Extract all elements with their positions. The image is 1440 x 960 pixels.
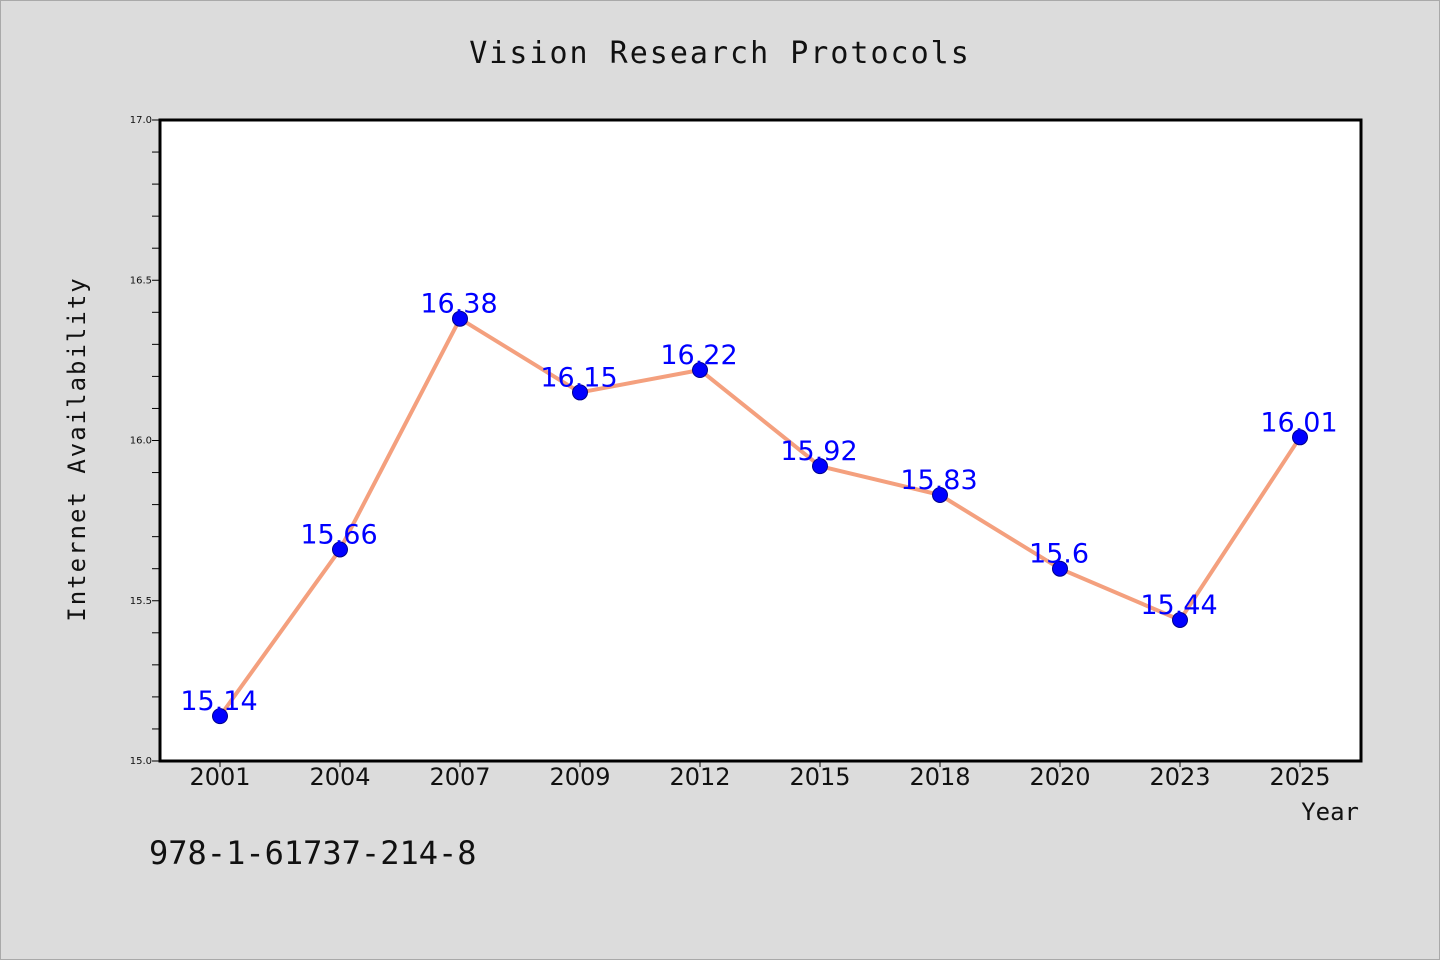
plot-border — [158, 118, 1363, 763]
data-point — [1052, 560, 1068, 577]
data-label: 15.66 — [300, 519, 377, 550]
data-label: 15.6 — [1029, 539, 1089, 570]
data-point — [452, 310, 468, 327]
data-label: 15.44 — [1140, 590, 1217, 621]
x-tick-label: 2023 — [1149, 763, 1210, 791]
x-tick-label: 2001 — [189, 763, 250, 791]
data-label: 16.01 — [1260, 407, 1337, 438]
x-tick-label: 2015 — [789, 763, 850, 791]
data-label: 15.92 — [780, 436, 857, 467]
series-line — [218, 316, 1302, 718]
data-point — [332, 541, 348, 558]
y-axis-label: Internet Availability — [63, 276, 91, 621]
data-point — [1172, 611, 1188, 628]
x-tick-label: 2018 — [909, 763, 970, 791]
data-label: 16.22 — [660, 340, 737, 371]
x-tick-label: 2007 — [429, 763, 490, 791]
isbn-text: 978-1-61737-214-8 — [149, 834, 477, 872]
y-tick-label: 15.0 — [130, 756, 152, 767]
y-tick-label: 17.0 — [130, 115, 152, 126]
chart-title: Vision Research Protocols — [469, 36, 971, 71]
y-tick-label: 16.5 — [130, 275, 152, 286]
data-point — [932, 486, 948, 503]
x-tick-labels: 2001 2004 2007 2009 2012 2015 2018 2020 2023 2025 — [189, 761, 1331, 791]
data-label: 16.38 — [420, 289, 497, 320]
data-point — [212, 708, 228, 725]
data-labels: 15.14 15.66 16.38 16.15 16.22 15.92 15.83 15.6 1… — [180, 289, 1337, 717]
plot-area — [160, 120, 1361, 761]
x-tick-label: 2009 — [549, 763, 610, 791]
x-axis-label: Year — [1301, 798, 1359, 826]
x-tick-label: 2020 — [1029, 763, 1090, 791]
data-markers — [212, 310, 1308, 725]
x-tick-label: 2012 — [669, 763, 730, 791]
y-tick-labels: 15.0 15.5 16.0 16.5 17.0 — [130, 115, 152, 767]
y-tick-label: 16.0 — [130, 436, 152, 447]
y-tick-label: 15.5 — [130, 596, 152, 607]
data-label: 15.83 — [900, 465, 977, 496]
data-label: 15.14 — [180, 686, 257, 717]
data-label: 16.15 — [540, 362, 617, 393]
data-point — [572, 384, 588, 401]
data-point — [1292, 429, 1308, 446]
data-point — [692, 361, 708, 378]
x-tick-label: 2025 — [1269, 763, 1330, 791]
x-tick-label: 2004 — [309, 763, 370, 791]
data-point — [812, 458, 828, 475]
